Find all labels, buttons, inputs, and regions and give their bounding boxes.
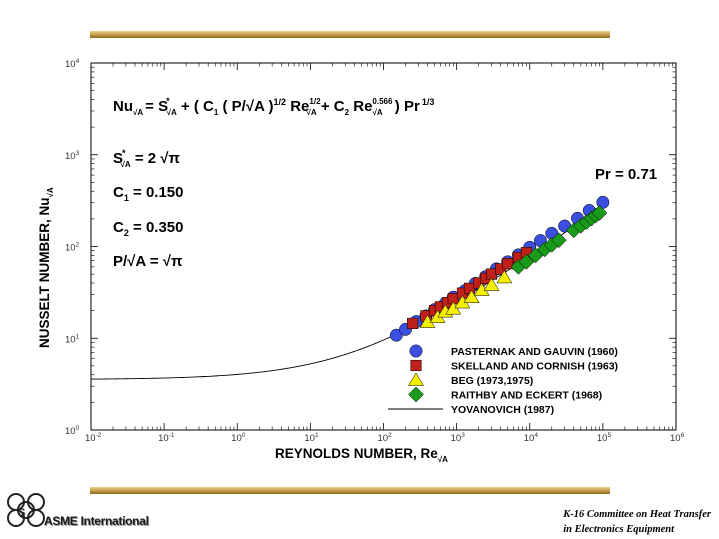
legend-label: PASTERNAK AND GAUVIN (1960) [451, 346, 618, 358]
x-tick-label: 104 [524, 432, 539, 444]
x-tick-label: 105 [597, 432, 612, 444]
raithby-marker [591, 205, 608, 221]
equation: Nu√A = S* √A + ( C1 ( P/√A )1/2 Re1/2 √A + … [113, 96, 434, 117]
raithby-marker [518, 254, 535, 270]
legend-diamond-symbol [408, 386, 424, 403]
committee-caption: K-16 Committee on Heat Transfer in Elect… [563, 507, 711, 537]
beg-marker [496, 269, 513, 284]
legend-triangle-symbol [408, 372, 424, 386]
committee-line-1: K-16 Committee on Heat Transfer [563, 509, 711, 520]
y-tick-label: 102 [65, 242, 80, 254]
legend: PASTERNAK AND GAUVIN (1960) SKELLAND AND … [388, 344, 618, 416]
s-star-annotation: S* √A = 2 √π [113, 148, 181, 169]
top-gold-bar [90, 31, 610, 38]
y-tick-label: 103 [65, 150, 80, 162]
legend-label: BEG (1973,1975) [451, 375, 533, 387]
committee-line-2: in Electronics Equipment [563, 524, 675, 535]
x-tick-label: 103 [451, 432, 466, 444]
legend-label: RAITHBY AND ECKERT (1968) [451, 390, 602, 402]
x-tick-label: 10-1 [158, 432, 175, 444]
c1-annotation: C1 = 0.150 [113, 184, 184, 203]
x-tick-label: 106 [670, 432, 685, 444]
x-axis-label: REYNOLDS NUMBER, Re√A [275, 446, 448, 464]
beg-marker [483, 277, 500, 291]
beg-marker [463, 289, 480, 303]
skelland-marker [407, 317, 419, 329]
plot-frame [90, 62, 677, 431]
data-markers [389, 195, 610, 342]
legend-circle-symbol [409, 344, 423, 358]
raithby-marker [550, 232, 567, 249]
p-annotation: P/√A = √π [113, 253, 183, 270]
y-tick-label: 101 [65, 333, 80, 345]
tick-labels: 10-2 10-1 100 101 102 103 104 105 106 100 101 102 10… [65, 58, 685, 444]
plot-area [90, 62, 677, 431]
y-tick-label: 104 [65, 58, 80, 70]
bottom-gold-bar [90, 487, 610, 494]
axis-ticks [90, 62, 677, 431]
x-tick-label: 102 [378, 432, 393, 444]
legend-square-symbol [410, 359, 422, 372]
skelland-marker [502, 258, 514, 270]
x-tick-label: 100 [231, 432, 246, 444]
pasternak-marker [389, 328, 403, 342]
asme-logo-icon: S [7, 493, 45, 527]
y-axis-label: NUSSELT NUMBER, Nu√A [37, 187, 55, 348]
asme-logo-text: ASME International [44, 514, 149, 528]
legend-label: SKELLAND AND CORNISH (1963) [451, 361, 618, 373]
x-tick-label: 10-2 [85, 432, 102, 444]
legend-label: YOVANOVICH (1987) [451, 404, 554, 416]
svg-text:S: S [18, 507, 25, 519]
y-tick-label: 100 [65, 425, 80, 437]
c2-annotation: C2 = 0.350 [113, 219, 184, 238]
pr-annotation: Pr = 0.71 [595, 166, 657, 183]
x-tick-label: 101 [304, 432, 319, 444]
